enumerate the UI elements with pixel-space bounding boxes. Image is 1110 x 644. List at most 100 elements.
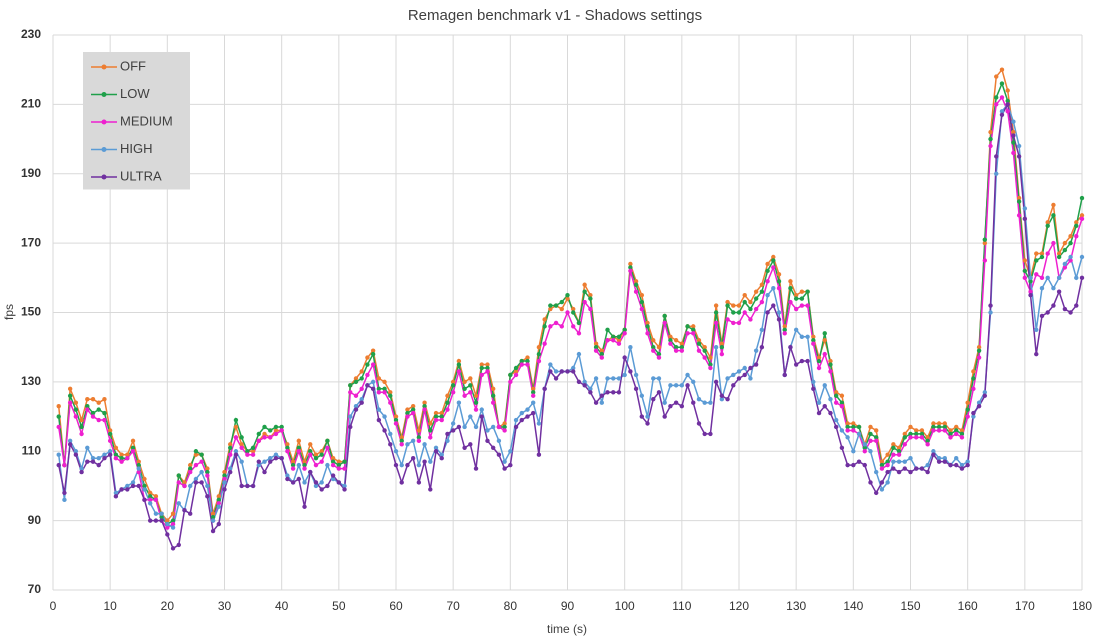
data-point <box>376 386 382 392</box>
data-point <box>250 449 256 454</box>
data-point <box>611 334 616 339</box>
data-point <box>62 490 67 496</box>
data-point <box>965 462 970 468</box>
data-point <box>833 390 839 395</box>
data-point <box>1005 88 1010 93</box>
y-tick-label: 130 <box>21 374 41 388</box>
data-point <box>588 292 593 298</box>
data-point <box>651 338 656 343</box>
data-point <box>382 379 387 385</box>
data-point <box>639 292 645 298</box>
data-point <box>628 268 633 274</box>
data-point <box>571 310 576 315</box>
data-point <box>296 476 302 482</box>
data-point <box>142 487 147 492</box>
data-point <box>176 501 181 506</box>
data-point <box>611 390 616 395</box>
data-point <box>90 410 96 416</box>
data-point <box>668 383 673 388</box>
data-point <box>290 466 296 471</box>
data-point <box>971 414 976 419</box>
data-point <box>668 341 673 346</box>
data-point <box>513 372 519 378</box>
data-point <box>542 386 547 392</box>
data-point <box>759 282 765 287</box>
data-point <box>416 438 422 444</box>
data-point <box>193 480 199 485</box>
data-point <box>107 452 113 457</box>
data-point <box>553 376 559 381</box>
data-point <box>462 379 467 385</box>
data-point <box>908 431 913 437</box>
data-point <box>1074 220 1079 225</box>
data-point <box>919 431 925 437</box>
data-point <box>793 362 799 367</box>
data-point <box>90 459 96 464</box>
data-point <box>102 455 107 461</box>
data-point <box>113 455 119 461</box>
data-point <box>742 372 747 378</box>
data-point <box>273 431 279 437</box>
data-point <box>811 338 816 343</box>
data-point <box>147 497 153 503</box>
data-point <box>702 355 707 360</box>
data-point <box>582 289 587 294</box>
data-point <box>696 397 702 402</box>
data-point <box>959 466 965 471</box>
data-point <box>782 372 787 378</box>
data-point <box>914 428 919 433</box>
data-point <box>193 452 199 457</box>
data-point <box>633 289 639 294</box>
data-point <box>205 473 210 478</box>
data-point <box>656 355 662 360</box>
y-tick-label: 150 <box>21 305 41 319</box>
data-point <box>942 428 947 433</box>
x-tick-label: 140 <box>843 599 863 613</box>
data-point <box>165 521 170 527</box>
data-point <box>525 407 530 412</box>
data-point <box>1074 233 1079 239</box>
data-point <box>976 355 982 360</box>
data-point <box>942 459 947 464</box>
data-point <box>393 417 399 423</box>
data-point <box>736 376 742 381</box>
data-point <box>479 414 484 419</box>
data-point <box>290 459 296 464</box>
data-point <box>62 497 67 503</box>
data-point <box>914 466 919 471</box>
data-point <box>954 424 959 430</box>
data-point <box>879 462 885 468</box>
y-tick-label: 230 <box>21 27 41 41</box>
data-point <box>56 452 61 457</box>
data-point <box>107 431 113 437</box>
data-point <box>885 452 890 457</box>
data-point <box>696 348 702 353</box>
data-point <box>216 497 221 503</box>
data-point <box>359 376 364 381</box>
data-point <box>1039 313 1045 319</box>
data-point <box>405 407 410 412</box>
x-tick-label: 180 <box>1072 599 1092 613</box>
data-point <box>645 421 650 426</box>
data-point <box>382 390 387 395</box>
data-point <box>239 445 244 450</box>
data-point <box>536 344 542 350</box>
data-point <box>593 344 599 350</box>
data-point <box>342 459 347 464</box>
data-point <box>79 431 84 437</box>
legend-marker <box>101 64 107 70</box>
data-point <box>1068 240 1073 246</box>
data-point <box>479 372 484 378</box>
x-tick-label: 60 <box>389 599 403 613</box>
data-point <box>999 109 1005 114</box>
data-point <box>879 459 885 464</box>
data-point <box>931 428 936 433</box>
data-point <box>176 473 181 478</box>
data-point <box>370 351 376 357</box>
legend-marker <box>101 119 107 125</box>
data-point <box>1034 272 1039 277</box>
data-point <box>822 331 827 336</box>
data-point <box>931 449 936 454</box>
data-point <box>525 414 530 419</box>
legend-label: HIGH <box>120 141 153 156</box>
